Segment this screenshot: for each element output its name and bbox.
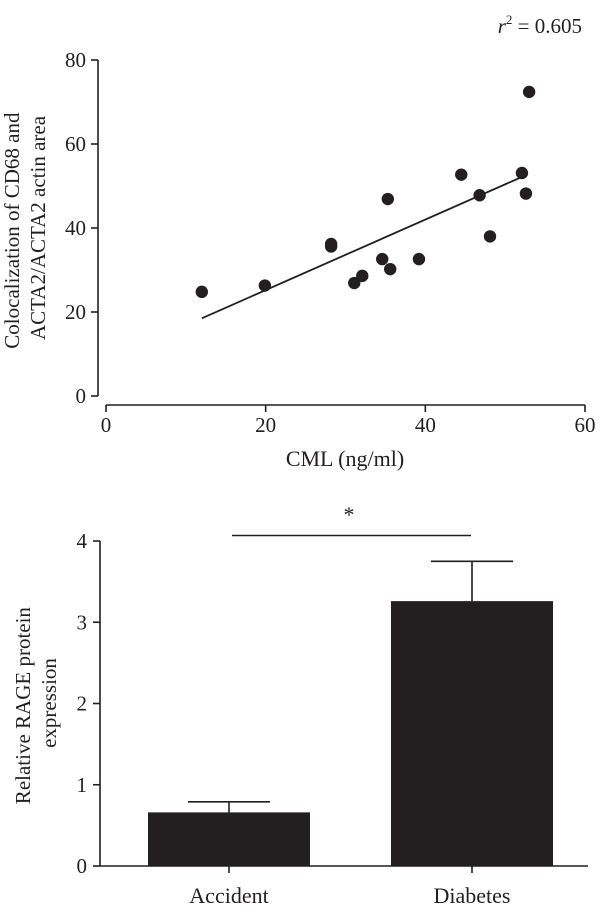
category-label: Accident: [189, 883, 268, 908]
scatter-axes: 0 20 40 60 80 0 20 40 60: [65, 48, 596, 437]
data-point: [455, 168, 468, 181]
bar-y-tick-label: 0: [77, 854, 88, 878]
x-tick-label: 0: [101, 413, 112, 437]
y-axis-label-line-1: Colocalization of CD68 and: [0, 112, 24, 349]
y-tick-label: 80: [65, 48, 86, 72]
regression-line: [201, 174, 526, 320]
data-point: [519, 187, 533, 200]
data-point: [356, 269, 369, 283]
category-label: Diabetes: [434, 883, 511, 908]
y-tick-label: 20: [65, 300, 86, 324]
x-tick-label: 40: [415, 413, 436, 437]
y-axis-label-line-2: ACTA2/ACTA2 actin area: [26, 115, 50, 340]
bar-panel: 0 1 2 3 4 Accident Diabetes * Relative RAGE pr…: [11, 502, 588, 908]
bar-y-axis-label: Relative RAGE protein expression: [11, 602, 61, 804]
bar-y-tick-label: 2: [77, 692, 88, 716]
data-point: [483, 230, 497, 243]
bar-diabetes: [391, 601, 553, 866]
data-point: [195, 285, 208, 299]
bar-accident: [148, 812, 310, 866]
y-tick-label: 0: [76, 384, 87, 408]
r-squared-annotation: r2 = 0.605: [498, 12, 582, 38]
x-axis-label: CML (ng/ml): [286, 446, 404, 471]
data-point: [412, 252, 426, 266]
r-exponent: 2: [506, 12, 513, 27]
y-tick-label: 60: [65, 132, 86, 156]
data-point: [348, 276, 361, 290]
y-tick-label: 40: [65, 216, 86, 240]
scatter-points: [195, 85, 536, 299]
x-tick-label: 20: [255, 413, 276, 437]
data-point: [376, 252, 389, 266]
bar-y-tick-label: 3: [77, 610, 88, 634]
x-tick-label: 60: [575, 413, 596, 437]
bar-y-tick-label: 1: [77, 773, 88, 797]
data-point: [381, 192, 395, 206]
significance-star: *: [344, 502, 355, 527]
bars: [148, 560, 553, 866]
bar-y-tick-label: 4: [77, 529, 88, 553]
y-axis-label: Colocalization of CD68 and ACTA2/ACTA2 a…: [0, 107, 50, 348]
r-value: = 0.605: [512, 14, 582, 38]
bar-y-axis-label-line-2: expression: [37, 658, 61, 748]
data-point: [384, 262, 397, 276]
bar-y-axis-label-line-1: Relative RAGE protein: [11, 607, 35, 805]
data-point: [324, 237, 338, 251]
data-point: [522, 85, 536, 99]
r-symbol: r: [498, 14, 507, 38]
